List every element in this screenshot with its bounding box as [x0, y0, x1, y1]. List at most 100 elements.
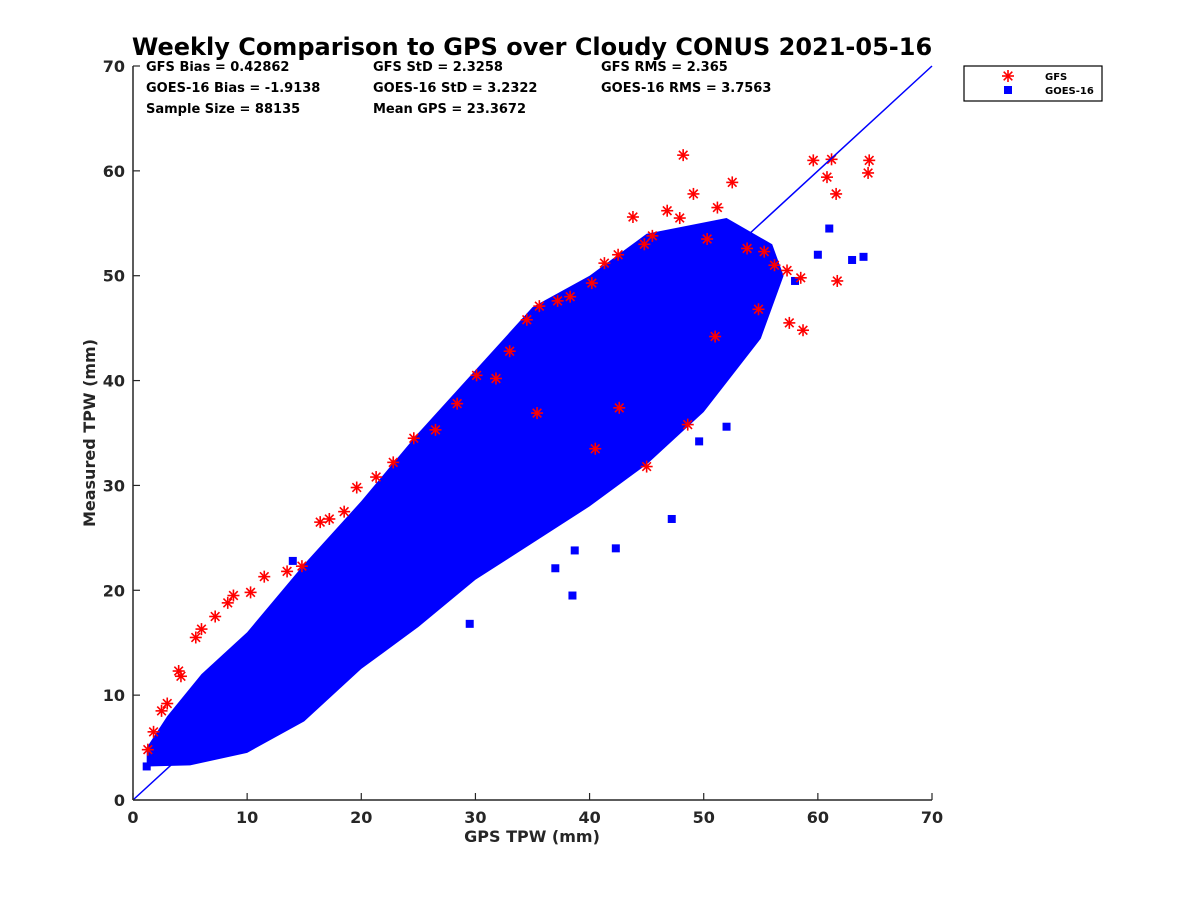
gfs-point	[564, 290, 577, 303]
goes16-point	[197, 724, 206, 733]
y-tick-label: 60	[103, 162, 125, 181]
stat-text: GFS RMS = 2.365	[601, 60, 728, 75]
gfs-point	[589, 442, 602, 455]
gfs-point	[863, 154, 876, 167]
stat-text: GOES-16 Bias = -1.9138	[146, 81, 320, 96]
goes16-point	[174, 743, 183, 752]
gfs-point	[687, 187, 700, 200]
goes16-point	[465, 619, 474, 628]
goes16-point	[654, 360, 663, 369]
goes16-point	[142, 762, 151, 771]
gfs-point	[489, 372, 502, 385]
stats-block: GFS Bias = 0.42862 GFS StD = 2.3258 GFS RM…	[146, 60, 771, 117]
goes16-point	[699, 329, 708, 338]
gfs-point	[726, 176, 739, 189]
gfs-point	[387, 456, 400, 469]
stat-text: GOES-16 StD = 3.2322	[373, 81, 537, 96]
points-layer	[141, 149, 876, 771]
gfs-point	[681, 418, 694, 431]
gfs-point	[830, 187, 843, 200]
y-tick-label: 40	[103, 372, 125, 391]
legend-gfs-marker	[1002, 70, 1014, 82]
goes16-point	[791, 276, 800, 285]
gfs-point	[598, 257, 611, 270]
gfs-point	[295, 560, 308, 573]
goes16-point	[471, 502, 480, 511]
gfs-point	[531, 407, 544, 420]
gfs-point	[470, 369, 483, 382]
gfs-point	[551, 294, 564, 307]
goes16-point	[608, 392, 617, 401]
gfs-point	[768, 259, 781, 272]
gfs-point	[831, 274, 844, 287]
goes16-point	[848, 255, 857, 264]
gfs-point	[221, 596, 234, 609]
gfs-point	[585, 277, 598, 290]
goes16-point	[825, 224, 834, 233]
gfs-point	[794, 271, 807, 284]
goes16-point	[380, 577, 389, 586]
goes16-point	[243, 685, 252, 694]
gfs-point	[172, 665, 185, 678]
x-tick-label: 60	[807, 808, 829, 827]
gfs-point	[503, 345, 516, 358]
stat-text: GOES-16 RMS = 3.7563	[601, 81, 771, 96]
gfs-point	[646, 229, 659, 242]
gfs-point	[141, 743, 154, 756]
chart-title: Weekly Comparison to GPS over Cloudy CON…	[132, 33, 932, 61]
gfs-point	[661, 204, 674, 217]
gfs-point	[281, 565, 294, 578]
goes16-point	[220, 707, 229, 716]
goes16-point	[551, 564, 560, 573]
goes16-point	[667, 514, 676, 523]
x-axis-label: GPS TPW (mm)	[464, 827, 600, 846]
goes16-point	[288, 654, 297, 663]
goes16-point	[585, 408, 594, 417]
gfs-point	[338, 505, 351, 518]
gfs-point	[709, 330, 722, 343]
y-tick-label: 30	[103, 476, 125, 495]
goes16-point	[231, 698, 240, 707]
gfs-point	[350, 481, 363, 494]
gfs-point	[370, 471, 383, 484]
legend-goes16-marker	[1004, 86, 1012, 94]
gfs-point	[451, 397, 464, 410]
stat-text: GFS StD = 2.3258	[373, 60, 503, 75]
gfs-point	[161, 697, 174, 710]
legend-goes16-label: GOES-16	[1045, 86, 1094, 97]
y-tick-label: 50	[103, 267, 125, 286]
goes16-point	[402, 560, 411, 569]
x-tick-label: 10	[236, 808, 258, 827]
one-to-one-line	[132, 65, 933, 801]
goes16-point	[695, 437, 704, 446]
goes16-point	[676, 345, 685, 354]
goes16-point	[813, 250, 822, 259]
goes16-point	[357, 596, 366, 605]
goes16-point	[539, 444, 548, 453]
gfs-point	[533, 300, 546, 313]
legend-gfs-label: GFS	[1045, 72, 1067, 83]
gfs-point	[638, 238, 651, 251]
reference-line-layer	[132, 65, 933, 801]
goes16-point	[611, 544, 620, 553]
gfs-point	[520, 313, 533, 326]
gfs-point	[323, 512, 336, 525]
goes16-point	[288, 556, 297, 565]
goes16-point	[594, 423, 603, 432]
goes16-point	[568, 591, 577, 600]
gfs-point	[677, 149, 690, 162]
gfs-point	[862, 166, 875, 179]
goes16-point	[186, 735, 195, 744]
gfs-point	[244, 586, 257, 599]
gfs-point	[314, 516, 327, 529]
goes16-point	[631, 376, 640, 385]
gfs-point	[797, 324, 810, 337]
goes16-point	[208, 717, 217, 726]
goes16-point-cloud	[146, 218, 784, 767]
gfs-point	[825, 153, 838, 166]
gfs-point	[626, 210, 639, 223]
x-tick-label: 50	[693, 808, 715, 827]
gfs-point	[227, 589, 240, 602]
goes16-point	[334, 617, 343, 626]
legend: GFS GOES-16	[963, 65, 1103, 102]
